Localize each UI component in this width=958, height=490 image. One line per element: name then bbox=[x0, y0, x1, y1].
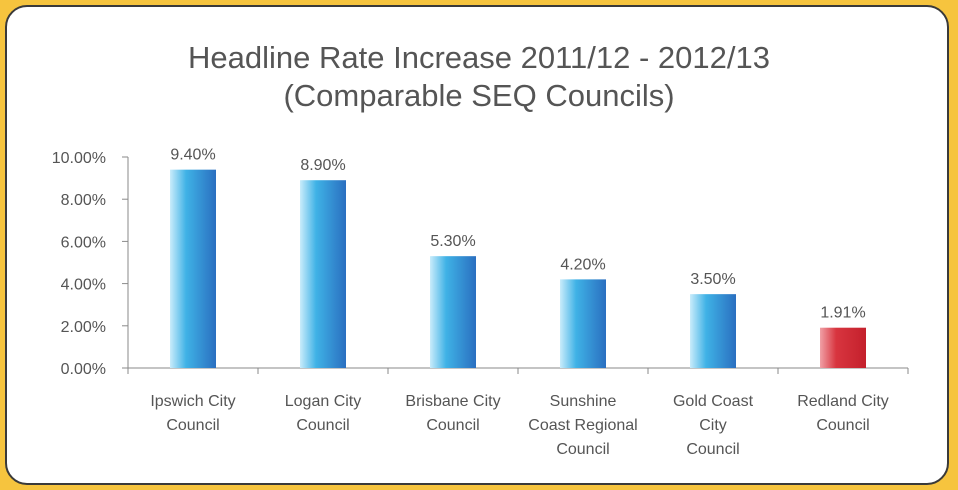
x-tick-label: Gold Coast bbox=[673, 393, 754, 410]
x-tick-label: Redland City bbox=[797, 393, 889, 410]
chart-panel bbox=[5, 5, 949, 485]
x-tick-label: Ipswich City bbox=[150, 393, 235, 410]
x-tick-label: Council bbox=[166, 417, 219, 434]
data-label: 4.20% bbox=[560, 256, 605, 273]
bar bbox=[170, 169, 216, 368]
x-tick-label: Council bbox=[426, 417, 479, 434]
bar bbox=[820, 327, 866, 368]
chart-title-line-2: (Comparable SEQ Councils) bbox=[283, 78, 675, 113]
x-tick-label: Council bbox=[816, 417, 869, 434]
data-label: 9.40% bbox=[170, 147, 215, 164]
bar bbox=[430, 256, 476, 368]
labels: 9.40% Ipswich City Council 8.90% Logan City C… bbox=[150, 147, 888, 458]
x-tick-label: Council bbox=[296, 417, 349, 434]
x-tick-label: Brisbane City bbox=[405, 393, 500, 410]
x-tick-label: Council bbox=[556, 441, 609, 458]
data-label: 3.50% bbox=[690, 271, 735, 288]
bar bbox=[300, 180, 346, 368]
y-tick-label: 6.00% bbox=[61, 234, 106, 251]
data-label: 5.30% bbox=[430, 233, 475, 250]
x-tick-label: City bbox=[699, 417, 727, 434]
x-tick-label: Sunshine bbox=[550, 393, 617, 410]
data-label: 1.91% bbox=[820, 305, 865, 322]
x-tick-label: Logan City bbox=[285, 393, 362, 410]
y-tick-label: 8.00% bbox=[61, 192, 106, 209]
y-tick-label: 4.00% bbox=[61, 277, 106, 294]
y-tick-label: 0.00% bbox=[61, 361, 106, 378]
y-tick-label: 2.00% bbox=[61, 319, 106, 336]
x-tick-label: Council bbox=[686, 441, 739, 458]
bar bbox=[690, 294, 736, 368]
data-label: 8.90% bbox=[300, 157, 345, 174]
x-tick-label: Coast Regional bbox=[528, 417, 637, 434]
bar bbox=[560, 279, 606, 368]
chart-title-line-1: Headline Rate Increase 2011/12 - 2012/13 bbox=[188, 40, 770, 75]
axes: 0.00% 2.00% 4.00% 6.00% 8.00% 10.00% bbox=[52, 150, 909, 378]
y-tick-label: 10.00% bbox=[52, 150, 106, 167]
bars bbox=[170, 169, 866, 368]
